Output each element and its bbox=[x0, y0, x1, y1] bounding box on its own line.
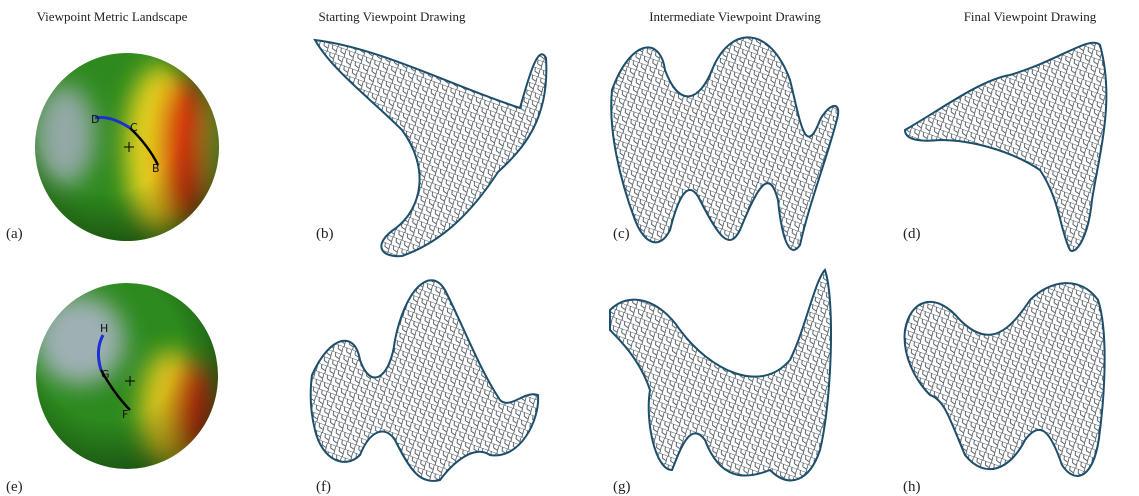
column-header: Intermediate Viewpoint Drawing bbox=[649, 9, 821, 24]
panel-label: (b) bbox=[316, 226, 334, 242]
point-label: H bbox=[100, 322, 108, 335]
mesh-drawing bbox=[610, 270, 831, 480]
panel-label: (c) bbox=[613, 226, 630, 242]
figure: Viewpoint Metric Landscape Starting View… bbox=[0, 0, 1139, 496]
panel-label: (f) bbox=[316, 479, 331, 495]
panel-label: (g) bbox=[613, 479, 631, 495]
column-header: Final Viewpoint Drawing bbox=[964, 9, 1097, 24]
mesh-drawing bbox=[311, 280, 538, 481]
mesh-drawing bbox=[905, 283, 1105, 476]
mesh-drawing bbox=[611, 37, 838, 250]
landscape-sphere bbox=[30, 50, 235, 250]
point-label: C bbox=[130, 121, 138, 134]
mesh-drawing bbox=[905, 43, 1106, 251]
panel-label: (d) bbox=[903, 226, 921, 242]
point-label: B bbox=[152, 162, 160, 175]
column-header: Starting Viewpoint Drawing bbox=[318, 9, 466, 24]
panel-label: (h) bbox=[903, 479, 921, 495]
point-label: F bbox=[122, 408, 128, 421]
point-label: G bbox=[101, 368, 110, 381]
point-label: D bbox=[91, 113, 99, 126]
panel-label: (a) bbox=[6, 226, 23, 242]
column-headers: Viewpoint Metric Landscape Starting View… bbox=[37, 9, 1097, 24]
mesh-drawing bbox=[315, 40, 546, 256]
column-header: Viewpoint Metric Landscape bbox=[37, 9, 188, 24]
panel-label: (e) bbox=[6, 479, 23, 495]
